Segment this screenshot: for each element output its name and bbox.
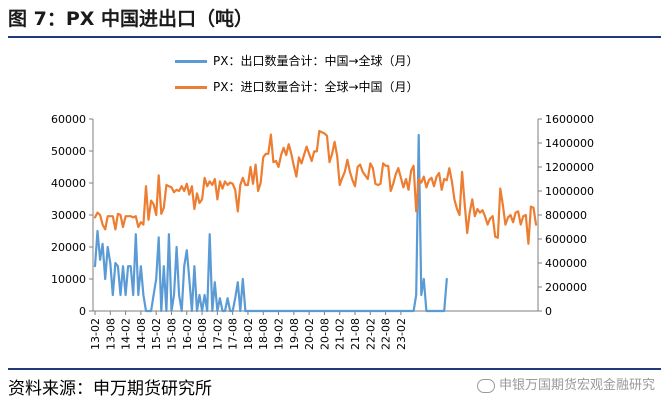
y-left-tick-label: 50000 bbox=[51, 145, 86, 158]
x-tick-label: 18-02 bbox=[242, 318, 255, 350]
y-left-tick-label: 60000 bbox=[51, 113, 86, 126]
x-tick-label: 17-02 bbox=[211, 318, 224, 350]
x-tick-label: 23-02 bbox=[395, 318, 408, 350]
y-right-tick-label: 1000000 bbox=[545, 185, 594, 198]
y-left-tick-label: 10000 bbox=[51, 273, 86, 286]
px-trade-chart: 0100002000030000400005000060000020000040… bbox=[0, 0, 669, 405]
y-right-tick-label: 600000 bbox=[545, 233, 587, 246]
x-tick-label: 15-08 bbox=[165, 318, 178, 350]
chart-series-layer bbox=[95, 131, 536, 311]
x-tick-label: 18-08 bbox=[257, 318, 270, 350]
x-tick-label: 13-08 bbox=[104, 318, 117, 350]
x-tick-label: 16-08 bbox=[196, 318, 209, 350]
y-right-tick-label: 0 bbox=[545, 305, 552, 318]
watermark: 申银万国期货宏观金融研究 bbox=[477, 374, 655, 393]
x-tick-label: 20-02 bbox=[303, 318, 316, 350]
y-left-tick-label: 30000 bbox=[51, 209, 86, 222]
x-tick-label: 20-08 bbox=[318, 318, 331, 350]
y-right-tick-label: 200000 bbox=[545, 281, 587, 294]
x-tick-label: 19-08 bbox=[288, 318, 301, 350]
source-note: 资料来源：申万期货研究所 bbox=[8, 374, 212, 399]
watermark-text: 申银万国期货宏观金融研究 bbox=[499, 378, 655, 393]
x-tick-label: 14-02 bbox=[120, 318, 133, 350]
x-tick-label: 13-02 bbox=[89, 318, 102, 350]
chart-tick-layer: 0100002000030000400005000060000020000040… bbox=[51, 113, 594, 350]
x-tick-label: 19-02 bbox=[273, 318, 286, 350]
footer-divider bbox=[8, 368, 661, 370]
y-right-tick-label: 400000 bbox=[545, 257, 587, 270]
x-tick-label: 16-02 bbox=[181, 318, 194, 350]
y-right-tick-label: 1600000 bbox=[545, 113, 594, 126]
x-tick-label: 15-02 bbox=[150, 318, 163, 350]
x-tick-label: 22-08 bbox=[380, 318, 393, 350]
y-right-tick-label: 1400000 bbox=[545, 137, 594, 150]
x-tick-label: 21-08 bbox=[349, 318, 362, 350]
series-line-import bbox=[95, 131, 536, 244]
y-left-tick-label: 0 bbox=[79, 305, 86, 318]
y-left-tick-label: 40000 bbox=[51, 177, 86, 190]
series-line-export bbox=[95, 135, 447, 311]
wechat-icon bbox=[477, 379, 495, 393]
y-left-tick-label: 20000 bbox=[51, 241, 86, 254]
x-tick-label: 17-08 bbox=[227, 318, 240, 350]
x-tick-label: 21-02 bbox=[334, 318, 347, 350]
x-tick-label: 14-08 bbox=[135, 318, 148, 350]
y-right-tick-label: 1200000 bbox=[545, 161, 594, 174]
y-right-tick-label: 800000 bbox=[545, 209, 587, 222]
x-tick-label: 22-02 bbox=[364, 318, 377, 350]
